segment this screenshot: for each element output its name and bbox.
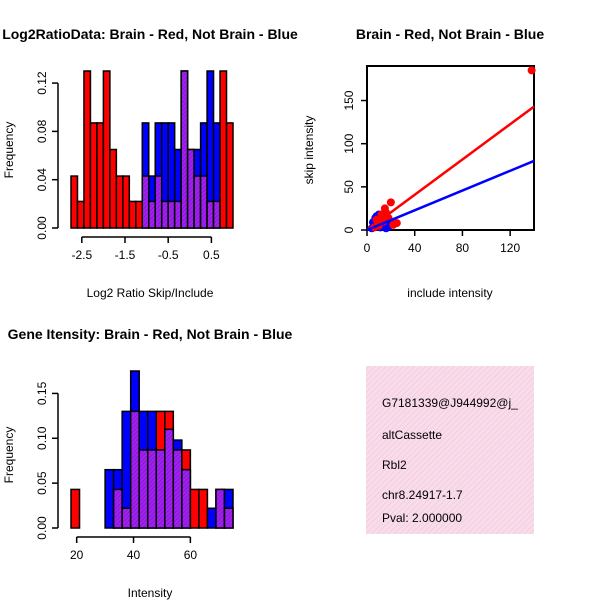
y-tick-label: 150: [342, 90, 356, 110]
y-tick-label: 0.04: [35, 168, 49, 192]
y-tick-label: 0: [342, 226, 356, 233]
histogram-overlap-bar-0-14: [160, 200, 169, 229]
histogram-bar-2-0: [70, 488, 81, 529]
scatter-title: Brain - Red, Not Brain - Blue: [356, 26, 544, 42]
ratio-histogram-ylabel: Frequency: [2, 122, 16, 179]
ratio-histogram-xlabel: Log2 Ratio Skip/Include: [87, 286, 214, 300]
histogram-overlap-bar-2-5: [112, 488, 123, 529]
y-tick-label: 0.10: [35, 426, 49, 450]
scatter-plot-frame: [366, 65, 535, 231]
histogram-bar-0-3: [89, 122, 98, 229]
event-info-panel: G7181339@J944992@j_ altCassette Rbl2 chr…: [366, 366, 534, 534]
info-box-background: [366, 366, 534, 534]
histogram-bar-0-7: [115, 175, 124, 229]
intensity-histogram-bars: [70, 370, 234, 529]
histogram-bar-0-6: [109, 148, 118, 229]
scatter-marks: [366, 66, 536, 233]
histogram-overlap-bar-2-18: [223, 507, 234, 529]
histogram-overlap-bar-0-18: [186, 148, 195, 229]
histogram-overlap-bar-0-15: [167, 200, 176, 229]
histogram-bar-0-4: [96, 122, 105, 229]
scatter-panel: Brain - Red, Not Brain - Blue 0 40 80 120 0 5…: [302, 26, 544, 300]
histogram-bar-0-5: [102, 70, 111, 229]
x-tick-label: 80: [456, 241, 470, 255]
y-tick-label: 0.12: [35, 71, 49, 95]
ratio-histogram-panel: Log2RatioData: Brain - Red, Not Brain - …: [2, 26, 298, 300]
x-tick-label: -1.5: [115, 248, 136, 262]
histogram-overlap-bar-2-9: [146, 449, 158, 529]
event-id-text: G7181339@J944992@j_: [382, 396, 518, 410]
histogram-overlap-bar-2-8: [138, 449, 149, 529]
histogram-overlap-bar-2-7: [129, 410, 140, 529]
histogram-overlap-bar-2-17: [215, 488, 226, 529]
histogram-overlap-bar-2-10: [155, 449, 166, 529]
x-tick-label: -0.5: [158, 248, 179, 262]
histogram-overlap-bar-0-12: [148, 200, 156, 229]
y-tick-label: 100: [342, 133, 356, 153]
y-tick-label: 50: [342, 180, 356, 194]
intensity-histogram-title: Gene Itensity: Brain - Red, Not Brain - …: [8, 326, 293, 342]
histogram-overlap-bar-2-11: [164, 428, 175, 529]
x-tick-label: 120: [500, 241, 520, 255]
histogram-bar-0-1: [76, 200, 85, 229]
histogram-overlap-bar-0-21: [206, 200, 215, 229]
histogram-bar-2-4: [104, 468, 115, 529]
intensity-histogram-ylabel: Frequency: [2, 427, 16, 484]
y-tick-label: 0.15: [35, 381, 49, 405]
ratio-histogram-axes: -2.5 -1.5 -0.5 0.5 0.00 0.04 0.08 0.12: [35, 71, 220, 262]
intensity-histogram-axes: 20 40 60 0.00 0.05 0.10 0.15: [35, 381, 197, 562]
y-tick-label: 0.00: [35, 516, 49, 540]
histogram-overlap-bar-0-13: [154, 175, 163, 229]
histogram-overlap-bar-0-16: [173, 200, 182, 229]
scatter-axes: 0 40 80 120 0 50 100 150: [342, 90, 520, 255]
scatter-point-1-16: [382, 224, 391, 233]
pval-text: Pval: 2.000000: [382, 511, 462, 525]
y-tick-label: 0.08: [35, 119, 49, 143]
histogram-overlap-bar-2-12: [172, 449, 183, 529]
ratio-histogram-title: Log2RatioData: Brain - Red, Not Brain - …: [2, 26, 298, 42]
event-type-text: altCassette: [382, 428, 442, 442]
x-tick-label: 0.5: [203, 248, 220, 262]
histogram-bar-0-0: [70, 175, 79, 229]
scatter-xlabel: include intensity: [407, 286, 492, 300]
intensity-histogram-panel: Gene Itensity: Brain - Red, Not Brain - …: [2, 326, 293, 600]
gene-name-text: Rbl2: [382, 458, 407, 472]
scatter-fit-line-1: [366, 159, 535, 232]
histogram-bar-0-24: [225, 122, 234, 229]
histogram-bar-2-15: [198, 488, 209, 529]
scatter-ylabel: skip intensity: [302, 116, 316, 185]
y-tick-label: 0.00: [35, 216, 49, 240]
histogram-overlap-bar-2-13: [181, 468, 192, 529]
scatter-point-0-9: [389, 220, 398, 229]
histogram-bar-0-23: [219, 70, 228, 229]
x-tick-label: -2.5: [71, 248, 92, 262]
scatter-point-0-4: [386, 198, 395, 207]
histogram-bar-0-2: [83, 70, 92, 229]
histogram-bar-0-10: [135, 200, 144, 229]
x-tick-label: 40: [408, 241, 422, 255]
histogram-overlap-bar-0-22: [212, 200, 221, 229]
ratio-histogram-bars: [70, 70, 234, 229]
x-tick-label: 40: [127, 548, 141, 562]
y-tick-label: 0.05: [35, 471, 49, 495]
x-tick-label: 20: [70, 548, 84, 562]
histogram-overlap-bar-0-19: [193, 175, 202, 229]
scatter-fit-line-0: [366, 105, 535, 232]
histogram-overlap-bar-2-6: [121, 507, 132, 529]
histogram-overlap-bar-0-11: [141, 175, 150, 229]
histogram-bar-0-8: [122, 175, 131, 229]
histogram-bar-2-14: [189, 488, 200, 529]
x-tick-label: 0: [364, 241, 371, 255]
histogram-bar-0-9: [128, 200, 137, 229]
intensity-histogram-xlabel: Intensity: [128, 586, 173, 600]
x-tick-label: 60: [184, 548, 198, 562]
scatter-point-0-0: [527, 66, 536, 75]
histogram-bar-2-16: [206, 507, 217, 529]
histogram-overlap-bar-0-17: [180, 70, 189, 229]
histogram-overlap-bar-0-20: [199, 175, 208, 229]
gene-location-text: chr8.24917-1.7: [382, 488, 463, 502]
